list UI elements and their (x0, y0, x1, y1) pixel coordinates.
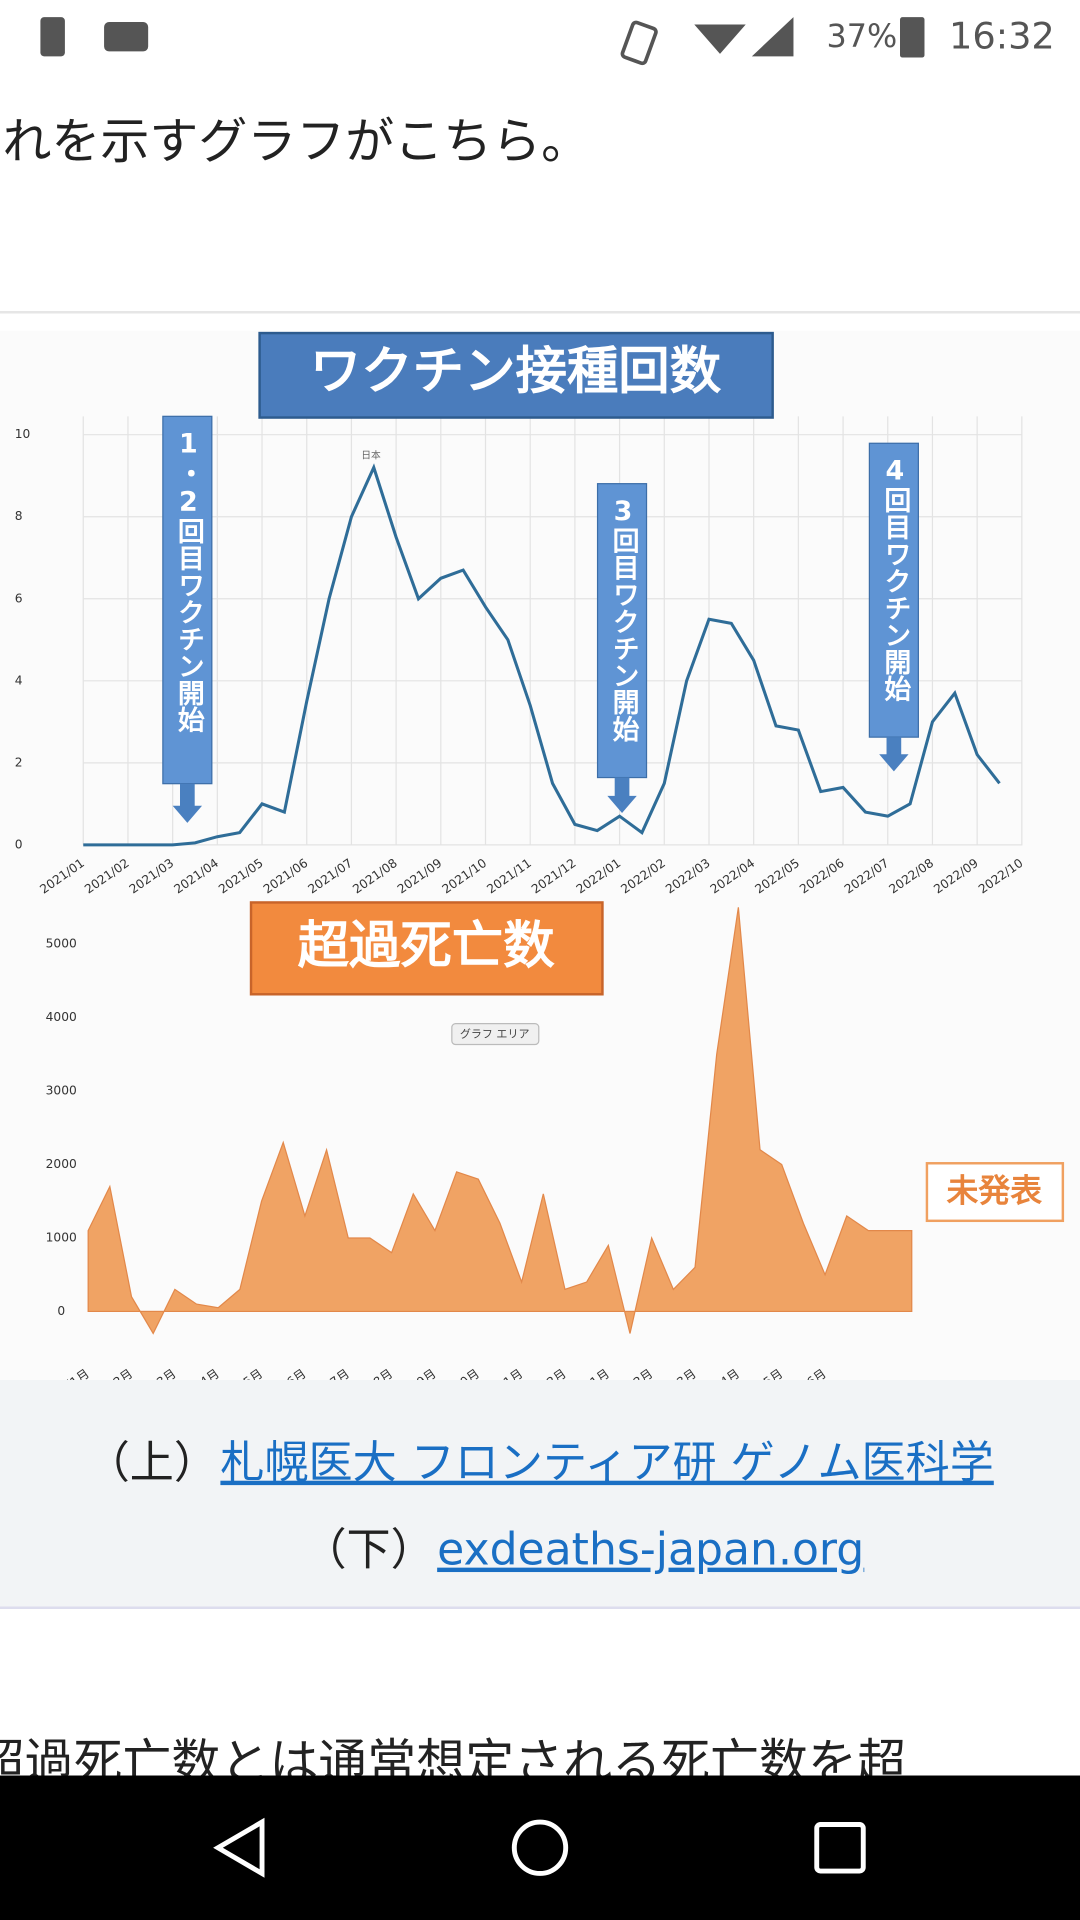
caption-prefix: （上） (86, 1438, 218, 1489)
chart-title: ワクチン接種回数 (310, 342, 722, 402)
nav-bar (0, 1775, 1080, 1920)
annotation-box (162, 415, 213, 785)
y-tick-label: 6 (15, 591, 23, 605)
tooltip-box (451, 1023, 540, 1046)
clock: 16:32 (949, 14, 1055, 57)
y-tick-label: 4000 (46, 1010, 77, 1024)
caption-prefix: （下） (302, 1525, 434, 1576)
y-tick-label: 0 (15, 837, 23, 851)
annotation: 1・2回目ワクチン開始 (173, 429, 204, 733)
data-area (87, 907, 913, 1335)
back-button[interactable] (213, 1817, 265, 1878)
battery-icon (900, 17, 925, 58)
annotation: 日本 (361, 449, 381, 462)
y-tick-label: 2000 (46, 1157, 77, 1171)
nfc-icon (620, 20, 658, 66)
y-tick-label: 1000 (46, 1230, 77, 1244)
source-link[interactable]: 札幌医大 フロンティア研 ゲノム医科学 (220, 1438, 993, 1489)
home-button[interactable] (511, 1819, 569, 1876)
y-tick-label: 10 (15, 427, 31, 441)
title-box (258, 331, 774, 419)
title-box (249, 901, 604, 996)
annotation-arrow (172, 783, 203, 823)
data-line (83, 463, 1001, 847)
chart-title: 超過死亡数 (298, 916, 556, 976)
caption-box (0, 1380, 1080, 1608)
intro-text: それを示すグラフがこちら。 (0, 113, 590, 170)
battery-percent: 37% (827, 17, 898, 55)
annotation-arrow (879, 737, 909, 772)
source-link[interactable]: exdeaths-japan.org (437, 1525, 864, 1576)
download-icon (40, 17, 65, 57)
annotation: 4回目ワクチン開始 (879, 456, 910, 702)
y-tick-label: 8 (15, 509, 23, 523)
y-tick-label: 4 (15, 673, 23, 687)
annotation: グラフ エリア (460, 1027, 530, 1041)
annotation: 未発表 (947, 1172, 1043, 1210)
y-tick-label: 3000 (46, 1084, 77, 1098)
voicemail-icon (104, 22, 149, 52)
wifi-icon (694, 24, 746, 54)
y-tick-label: 5000 (46, 937, 77, 951)
y-tick-label: 2 (15, 755, 23, 769)
annotation-box (596, 483, 648, 779)
annotation-box (925, 1162, 1065, 1223)
recents-button[interactable] (814, 1822, 866, 1874)
y-tick-label: 0 (57, 1304, 65, 1318)
annotation: 3回目ワクチン開始 (608, 496, 639, 742)
